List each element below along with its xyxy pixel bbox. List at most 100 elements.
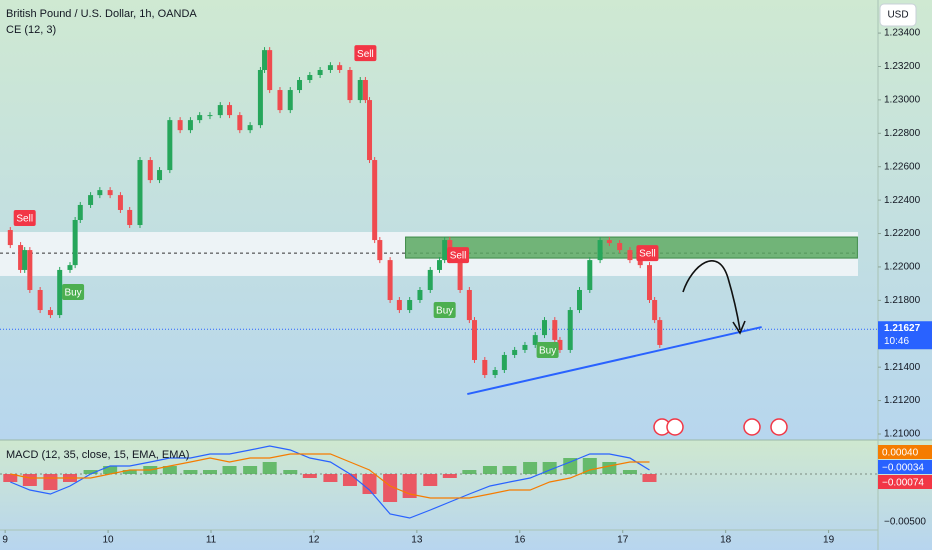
histogram-bar [323, 474, 338, 482]
candle [187, 120, 193, 131]
histogram-bar [582, 458, 597, 474]
y-tick-label: 1.23400 [884, 28, 921, 39]
candle [347, 69, 353, 101]
signal-label: Sell [357, 49, 374, 60]
histogram-bar [342, 474, 357, 486]
histogram-bar [222, 466, 237, 474]
candle [57, 269, 63, 316]
currency-button[interactable] [879, 3, 917, 27]
histogram-bar [622, 470, 637, 474]
x-tick-label: 16 [514, 535, 526, 546]
signal-label: Buy [436, 306, 453, 317]
event-icon[interactable] [743, 418, 761, 436]
projection-arrowhead [732, 320, 746, 335]
y-tick-label: 1.22200 [884, 228, 921, 239]
candle [137, 160, 143, 226]
value-badge [878, 460, 932, 474]
event-icon[interactable] [666, 418, 684, 436]
candle [297, 80, 303, 91]
histogram-bar [563, 458, 578, 474]
candle [657, 320, 663, 345]
x-tick-label: 12 [308, 535, 320, 546]
candle [587, 260, 593, 290]
candle [367, 100, 373, 161]
candle [72, 220, 78, 266]
signal-badge [354, 45, 377, 62]
histogram-bar [22, 474, 37, 486]
candle [417, 289, 423, 301]
x-tick-label: 17 [617, 535, 629, 546]
candle [337, 65, 343, 70]
signal-label: Buy [64, 288, 81, 299]
signal-badge [447, 247, 470, 264]
candle [646, 265, 652, 301]
candle [522, 344, 528, 350]
candle [407, 300, 413, 311]
candle [237, 115, 243, 131]
candle [652, 300, 658, 321]
y-tick-label: 1.22600 [884, 161, 921, 172]
histogram-bar [302, 474, 317, 478]
candle [482, 359, 488, 376]
candle [197, 115, 203, 121]
candle [472, 320, 478, 360]
value-badge-label: 0.00040 [882, 448, 919, 459]
candle [457, 260, 463, 290]
candle [37, 289, 43, 311]
candle [542, 320, 548, 336]
signal-label: Sell [639, 249, 656, 260]
macd-title: MACD (12, 35, close, 15, EMA, EMA) [6, 449, 189, 461]
histogram-bar [462, 470, 477, 474]
y-tick-label: 1.21000 [884, 429, 921, 440]
histogram-bar [83, 470, 98, 474]
candle [617, 243, 623, 251]
candle [97, 190, 103, 196]
histogram-bar [122, 470, 137, 474]
histogram-bar [262, 462, 277, 474]
y-tick-label: 1.21200 [884, 395, 921, 406]
histogram-bar [283, 470, 298, 474]
y-tick-label: 1.22800 [884, 128, 921, 139]
last-price-badge [878, 321, 932, 350]
candle [167, 120, 173, 171]
histogram-bar [423, 474, 438, 486]
histogram-bar [482, 466, 497, 474]
histogram-bar [523, 462, 538, 474]
candle [466, 289, 472, 321]
candle [217, 105, 223, 116]
candle [22, 250, 28, 270]
candle [177, 120, 183, 131]
y-tick-label: 1.22400 [884, 195, 921, 206]
candle [127, 209, 133, 226]
candle [387, 260, 393, 301]
candle [207, 115, 213, 117]
histogram-bar [362, 474, 377, 494]
value-badge-label: −0.00074 [882, 478, 924, 489]
histogram-bar [502, 466, 517, 474]
candle [442, 240, 448, 261]
signal-badge [536, 341, 559, 358]
histogram-bar [642, 474, 657, 482]
signal-label: Sell [450, 251, 467, 262]
candle [637, 260, 643, 266]
candle [567, 310, 573, 350]
projection-arrow [682, 260, 741, 331]
candle [257, 69, 263, 126]
macd-axis-label: −0.00500 [884, 517, 926, 528]
candle [262, 50, 268, 70]
candle [67, 265, 73, 270]
x-tick-label: 9 [2, 535, 8, 546]
macd-line [10, 445, 650, 519]
candle [512, 349, 518, 355]
histogram-bar [103, 466, 118, 474]
candle [7, 230, 13, 246]
y-tick-label: 1.23000 [884, 95, 921, 106]
signal-badge [62, 283, 85, 300]
candle [327, 65, 333, 70]
y-tick-label: 1.23200 [884, 61, 921, 72]
candle [18, 245, 24, 270]
event-icon[interactable] [770, 418, 788, 436]
histogram-bar [602, 462, 617, 474]
candle [492, 370, 498, 376]
